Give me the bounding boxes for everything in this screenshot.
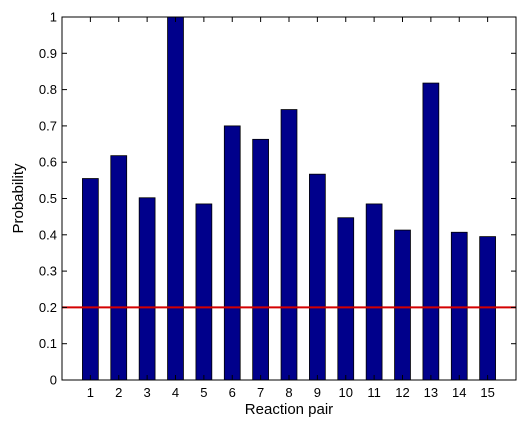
axis-ticks <box>62 16 516 381</box>
bar-9 <box>309 173 326 381</box>
bar-5 <box>195 203 213 381</box>
x-tick-label: 5 <box>200 385 207 400</box>
x-tick-label: 8 <box>285 385 292 400</box>
bar-14 <box>450 231 468 381</box>
y-tick-label: 0.4 <box>39 227 57 242</box>
bar-1 <box>82 178 99 381</box>
bar-7 <box>252 138 269 381</box>
bar-13 <box>422 82 440 381</box>
x-tick-label: 3 <box>144 385 151 400</box>
x-tick-label: 2 <box>115 385 122 400</box>
bar-11 <box>365 203 383 381</box>
bar-6 <box>223 125 241 381</box>
y-tick-label: 0.1 <box>39 336 57 351</box>
bar-10 <box>337 217 355 381</box>
y-tick-label: 1 <box>50 10 57 25</box>
bar-4 <box>167 16 184 381</box>
bar-3 <box>138 197 156 381</box>
y-tick-labels: 0 0.1 0.2 0.3 0.4 0.5 0.6 0.7 0.8 0.9 1 <box>39 10 57 388</box>
y-tick-label: 0.9 <box>39 46 57 61</box>
x-tick-label: 7 <box>257 385 264 400</box>
y-tick-label: 0.5 <box>39 191 57 206</box>
y-tick-label: 0.2 <box>39 300 57 315</box>
y-axis-label: Probability <box>10 163 27 234</box>
x-tick-labels: 1 2 3 4 5 6 7 8 9 10 11 12 13 14 15 <box>87 385 495 400</box>
x-tick-label: 9 <box>314 385 321 400</box>
bar-8 <box>280 109 298 381</box>
x-tick-label: 11 <box>367 385 381 400</box>
x-axis-label: Reaction pair <box>245 401 333 418</box>
x-tick-label: 12 <box>395 385 409 400</box>
x-tick-label: 15 <box>480 385 494 400</box>
x-tick-label: 4 <box>172 385 179 400</box>
bars <box>82 16 496 381</box>
y-tick-label: 0.8 <box>39 82 57 97</box>
y-tick-label: 0.6 <box>39 155 57 170</box>
bar-12 <box>394 229 411 381</box>
x-tick-label: 10 <box>339 385 353 400</box>
x-tick-label: 14 <box>452 385 466 400</box>
y-tick-label: 0 <box>50 373 57 388</box>
y-tick-label: 0.3 <box>39 264 57 279</box>
x-tick-label: 13 <box>424 385 438 400</box>
x-tick-label: 6 <box>229 385 236 400</box>
x-tick-label: 1 <box>87 385 94 400</box>
bar-2 <box>110 155 128 381</box>
y-tick-label: 0.7 <box>39 118 57 133</box>
